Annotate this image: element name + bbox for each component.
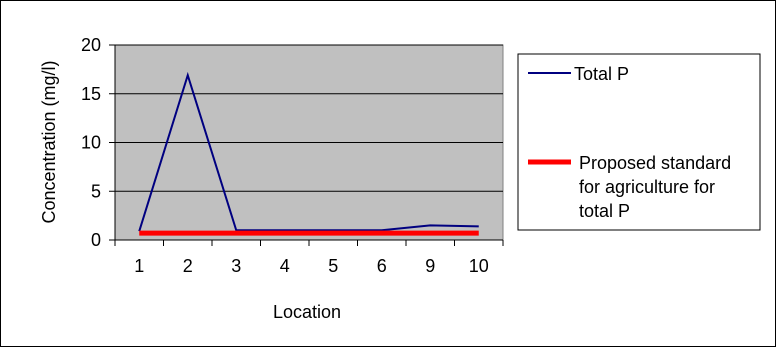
legend-label-total-p: Total P [574,64,629,84]
legend-label-standard-line-2: for agriculture for [579,177,715,197]
x-tick-label: 2 [183,256,193,276]
y-tick-label: 0 [91,230,101,250]
x-tick-label: 6 [377,256,387,276]
x-tick-label: 10 [469,256,489,276]
x-tick-label: 5 [328,256,338,276]
series-lines [138,71,479,236]
x-axis-title: Location [273,302,341,322]
legend-label-standard-line-3: total P [579,201,630,221]
y-tick-label: 5 [91,181,101,201]
x-tick-label: 4 [280,256,290,276]
legend-label-standard-line-1: Proposed standard [579,153,731,173]
y-tick-label: 10 [81,133,101,153]
x-tick-label: 1 [134,256,144,276]
legend: Total P Proposed standard for agricultur… [517,53,761,231]
y-tick-label: 15 [81,84,101,104]
y-tick-label: 20 [81,35,101,55]
x-axis-ticks: 1 2 3 4 5 6 9 10 [114,239,504,276]
y-axis-title: Concentration (mg/l) [39,60,59,223]
gridlines [115,44,503,192]
series-line-total-p [138,71,479,232]
legend-box [517,53,761,231]
x-tick-label: 3 [231,256,241,276]
x-tick-label: 9 [425,256,435,276]
y-axis-ticks: 0 5 10 15 20 [81,35,116,250]
